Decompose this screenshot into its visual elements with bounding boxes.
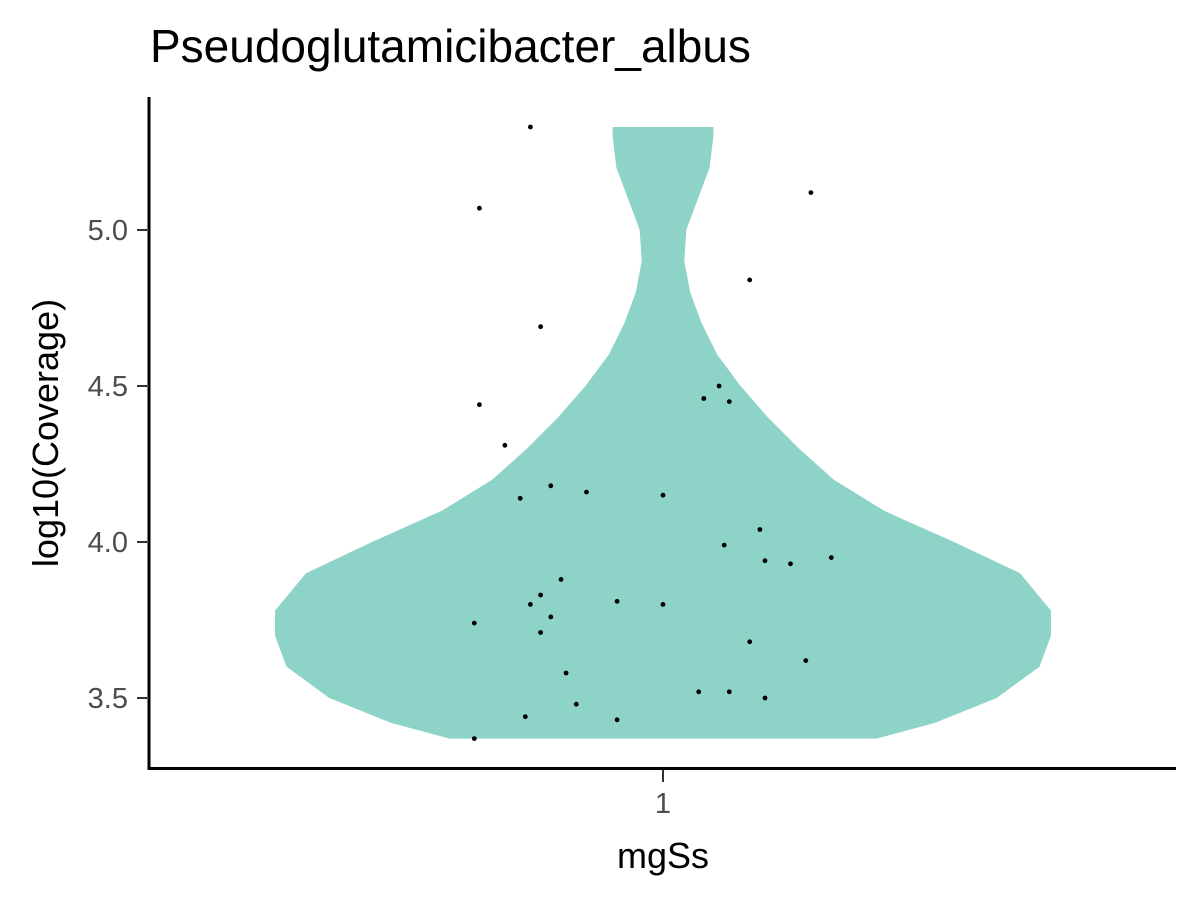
data-point: [696, 689, 702, 695]
data-point: [660, 492, 666, 498]
data-point: [548, 614, 554, 620]
data-point: [563, 670, 569, 676]
data-point: [471, 620, 477, 626]
data-point: [803, 658, 809, 663]
y-tick-label: 3.5: [88, 683, 128, 715]
data-point: [558, 577, 564, 582]
chart-title: Pseudoglutamicibacter_albus: [150, 20, 751, 72]
data-point: [502, 442, 508, 448]
data-point: [747, 277, 753, 283]
plot-area: [275, 124, 1051, 741]
data-point: [660, 602, 666, 607]
data-point: [538, 592, 543, 598]
y-tick-label: 4.5: [88, 371, 128, 403]
x-axis-title: mgSs: [617, 835, 709, 876]
data-point: [584, 489, 589, 495]
violin-shape: [275, 127, 1051, 739]
data-point: [477, 402, 482, 408]
data-point: [528, 124, 533, 130]
y-axis-ticks: 3.5 4.0 4.5 5.0: [88, 215, 149, 715]
data-point: [538, 324, 543, 330]
data-point: [548, 483, 554, 489]
data-point: [716, 383, 722, 389]
y-axis-title: log10(Coverage): [25, 299, 66, 567]
data-point: [757, 527, 763, 532]
data-point: [701, 396, 707, 401]
data-point: [762, 695, 768, 701]
data-point: [517, 495, 523, 501]
data-point: [788, 561, 793, 567]
data-point: [614, 717, 620, 723]
data-point: [747, 639, 753, 645]
data-point: [808, 190, 814, 196]
x-axis-ticks: 1: [655, 770, 671, 820]
data-point: [573, 701, 579, 707]
data-point: [522, 714, 528, 720]
data-point: [721, 542, 727, 548]
data-point: [828, 555, 834, 560]
data-point: [538, 630, 543, 635]
data-point: [762, 558, 768, 564]
data-point: [528, 602, 533, 607]
data-point: [477, 205, 482, 211]
y-tick-label: 4.0: [88, 527, 128, 559]
data-point: [726, 399, 732, 404]
data-point: [726, 689, 732, 695]
y-tick-label: 5.0: [88, 215, 128, 247]
x-tick-label: 1: [655, 788, 671, 820]
data-point: [614, 598, 620, 604]
data-point: [471, 736, 477, 741]
